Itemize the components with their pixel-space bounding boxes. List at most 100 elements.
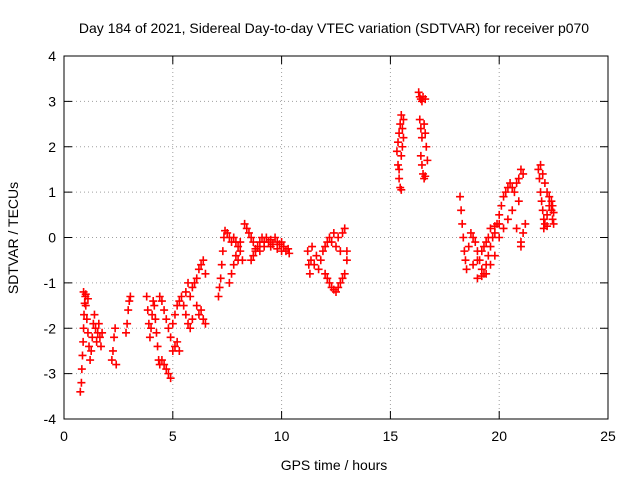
data-point: [396, 120, 405, 129]
data-point: [87, 346, 96, 355]
data-point: [96, 342, 105, 351]
data-point: [397, 185, 406, 194]
data-point: [464, 242, 473, 251]
data-point: [548, 215, 557, 224]
data-point: [277, 238, 286, 247]
y-tick-label: -4: [44, 411, 57, 427]
data-point: [394, 138, 403, 147]
data-point: [321, 242, 330, 251]
data-point: [285, 249, 294, 258]
y-tick-label: 1: [48, 184, 56, 200]
data-point: [537, 197, 546, 206]
data-point: [188, 315, 197, 324]
data-point: [486, 224, 495, 233]
data-point: [90, 310, 99, 319]
data-point: [490, 222, 499, 231]
data-point: [197, 260, 206, 269]
data-point: [395, 165, 404, 174]
data-point: [482, 238, 491, 247]
data-point: [216, 274, 225, 283]
data-point: [214, 292, 223, 301]
data-point: [147, 324, 156, 333]
data-point: [273, 244, 282, 253]
data-point: [194, 265, 203, 274]
data-point: [332, 287, 340, 296]
data-point: [157, 356, 166, 365]
data-point: [503, 215, 512, 224]
data-point: [79, 337, 88, 346]
data-point: [417, 133, 426, 142]
data-point: [416, 151, 425, 160]
data-point: [152, 328, 161, 337]
plot-frame: [63, 55, 609, 420]
data-points: [76, 88, 558, 396]
data-point: [482, 269, 491, 278]
x-tick-label: 5: [169, 428, 177, 444]
data-point: [168, 319, 177, 328]
data-point: [225, 278, 234, 287]
data-point: [262, 233, 271, 242]
data-point: [340, 224, 349, 233]
data-point: [181, 287, 190, 296]
data-point: [469, 233, 478, 242]
data-point: [201, 269, 210, 278]
data-point: [415, 115, 424, 124]
data-point: [334, 233, 343, 242]
data-point: [284, 244, 293, 253]
x-tick-label: 25: [600, 428, 616, 444]
data-point: [501, 188, 510, 197]
data-point: [399, 115, 408, 124]
data-point: [421, 95, 430, 104]
data-point: [192, 301, 201, 310]
data-point: [519, 169, 528, 178]
data-point: [251, 244, 260, 253]
data-point: [508, 206, 517, 215]
data-point: [126, 292, 135, 301]
data-point: [79, 324, 88, 333]
data-point: [188, 283, 197, 292]
data-point: [164, 369, 173, 378]
data-point: [179, 301, 188, 310]
data-point: [535, 174, 544, 183]
data-point: [181, 310, 190, 319]
data-point: [318, 247, 327, 256]
data-point: [422, 142, 431, 151]
data-point: [231, 251, 240, 260]
data-point: [534, 165, 543, 174]
data-point: [223, 228, 232, 237]
data-point: [149, 297, 158, 306]
data-point: [175, 346, 184, 355]
data-point: [342, 256, 351, 265]
axis-ticks: 0 5 10 15 20 25 -4 -3 -2 -1 0 1 2 3 4: [44, 48, 616, 444]
data-point: [77, 378, 86, 387]
data-point: [76, 387, 85, 396]
data-point: [394, 160, 403, 169]
data-point: [547, 197, 556, 206]
data-point: [514, 174, 523, 183]
data-point: [110, 333, 119, 342]
data-point: [471, 238, 480, 247]
data-point: [310, 260, 319, 269]
data-point: [461, 256, 470, 265]
data-point: [91, 324, 100, 333]
data-point: [218, 247, 227, 256]
data-point: [143, 306, 152, 315]
data-point: [80, 310, 89, 319]
data-point: [144, 319, 153, 328]
data-point: [150, 301, 159, 310]
data-point: [538, 169, 547, 178]
data-point: [516, 242, 525, 251]
data-point: [543, 222, 552, 231]
data-point: [321, 269, 330, 278]
data-point: [538, 206, 547, 215]
data-point: [398, 124, 407, 133]
data-point: [421, 129, 430, 138]
data-point: [112, 360, 121, 369]
data-point: [495, 219, 504, 228]
data-point: [462, 265, 471, 274]
data-point: [397, 151, 406, 160]
data-point: [336, 278, 345, 287]
data-point: [334, 283, 343, 292]
data-point: [177, 292, 186, 301]
data-point: [469, 260, 478, 269]
